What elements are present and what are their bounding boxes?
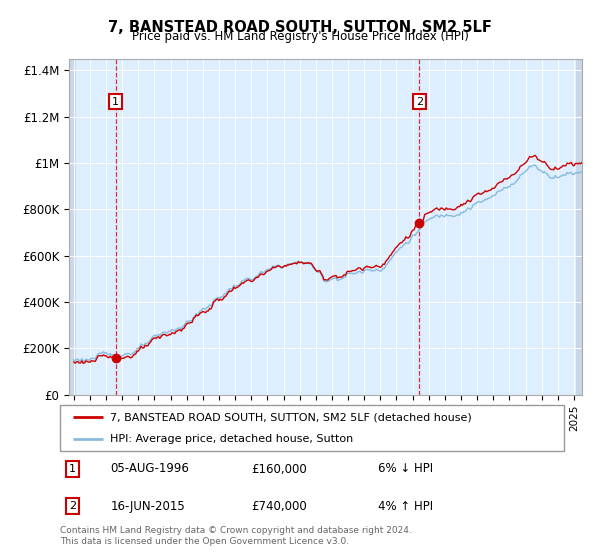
Text: 7, BANSTEAD ROAD SOUTH, SUTTON, SM2 5LF (detached house): 7, BANSTEAD ROAD SOUTH, SUTTON, SM2 5LF … (110, 412, 472, 422)
Text: 1: 1 (69, 464, 76, 474)
Text: £160,000: £160,000 (251, 463, 307, 475)
Text: 2: 2 (416, 97, 423, 106)
Text: HPI: Average price, detached house, Sutton: HPI: Average price, detached house, Sutt… (110, 435, 353, 444)
Bar (66, 59, 76, 395)
Text: 1: 1 (112, 97, 119, 106)
Text: 7, BANSTEAD ROAD SOUTH, SUTTON, SM2 5LF: 7, BANSTEAD ROAD SOUTH, SUTTON, SM2 5LF (108, 20, 492, 35)
Text: Contains HM Land Registry data © Crown copyright and database right 2024.
This d: Contains HM Land Registry data © Crown c… (60, 526, 412, 546)
Text: 6% ↓ HPI: 6% ↓ HPI (377, 463, 433, 475)
Text: Price paid vs. HM Land Registry's House Price Index (HPI): Price paid vs. HM Land Registry's House … (131, 30, 469, 43)
Text: 05-AUG-1996: 05-AUG-1996 (110, 463, 189, 475)
Text: 4% ↑ HPI: 4% ↑ HPI (377, 500, 433, 512)
Text: 2: 2 (69, 501, 76, 511)
Text: 16-JUN-2015: 16-JUN-2015 (110, 500, 185, 512)
Text: £740,000: £740,000 (251, 500, 307, 512)
Bar (577, 59, 590, 395)
FancyBboxPatch shape (60, 405, 564, 451)
